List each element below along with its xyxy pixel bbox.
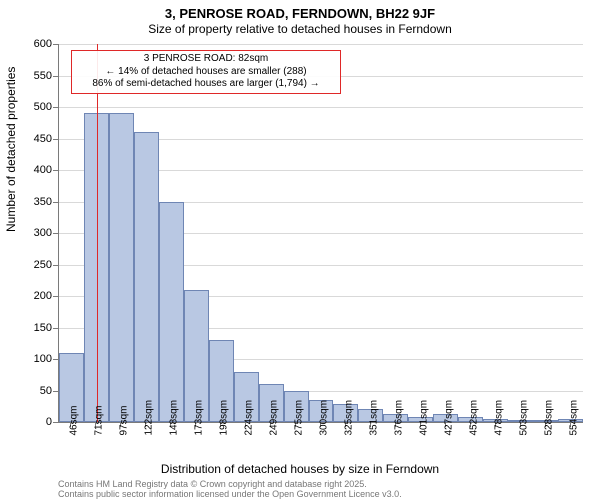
y-tick-label: 150 — [12, 322, 52, 334]
histogram-bar — [134, 132, 159, 422]
gridline — [59, 44, 583, 45]
callout-line2: ← 14% of detached houses are smaller (28… — [76, 66, 336, 79]
histogram-bar — [109, 113, 134, 422]
y-tick-label: 100 — [12, 353, 52, 365]
y-tick-label: 0 — [12, 416, 52, 428]
marker-callout: 3 PENROSE ROAD: 82sqm ← 14% of detached … — [71, 50, 341, 94]
marker-line — [97, 44, 98, 422]
histogram-bar — [159, 202, 184, 423]
plot-area: 3 PENROSE ROAD: 82sqm ← 14% of detached … — [58, 44, 583, 423]
y-tick-label: 200 — [12, 290, 52, 302]
footer-line2: Contains public sector information licen… — [58, 489, 402, 499]
y-tick-label: 350 — [12, 196, 52, 208]
y-tick-label: 500 — [12, 101, 52, 113]
x-axis-label: Distribution of detached houses by size … — [0, 462, 600, 476]
footer-line1: Contains HM Land Registry data © Crown c… — [58, 479, 367, 489]
y-tick-label: 600 — [12, 38, 52, 50]
chart-title-sub: Size of property relative to detached ho… — [0, 22, 600, 36]
chart-title-main: 3, PENROSE ROAD, FERNDOWN, BH22 9JF — [0, 6, 600, 21]
y-tick-label: 300 — [12, 227, 52, 239]
y-tick-label: 550 — [12, 70, 52, 82]
y-tick-label: 250 — [12, 259, 52, 271]
callout-line1: 3 PENROSE ROAD: 82sqm — [76, 53, 336, 66]
gridline — [59, 107, 583, 108]
y-tick-label: 400 — [12, 164, 52, 176]
chart-container: 3, PENROSE ROAD, FERNDOWN, BH22 9JF Size… — [0, 0, 600, 500]
y-tick-label: 450 — [12, 133, 52, 145]
y-tick-label: 50 — [12, 385, 52, 397]
callout-line3: 86% of semi-detached houses are larger (… — [76, 78, 336, 91]
